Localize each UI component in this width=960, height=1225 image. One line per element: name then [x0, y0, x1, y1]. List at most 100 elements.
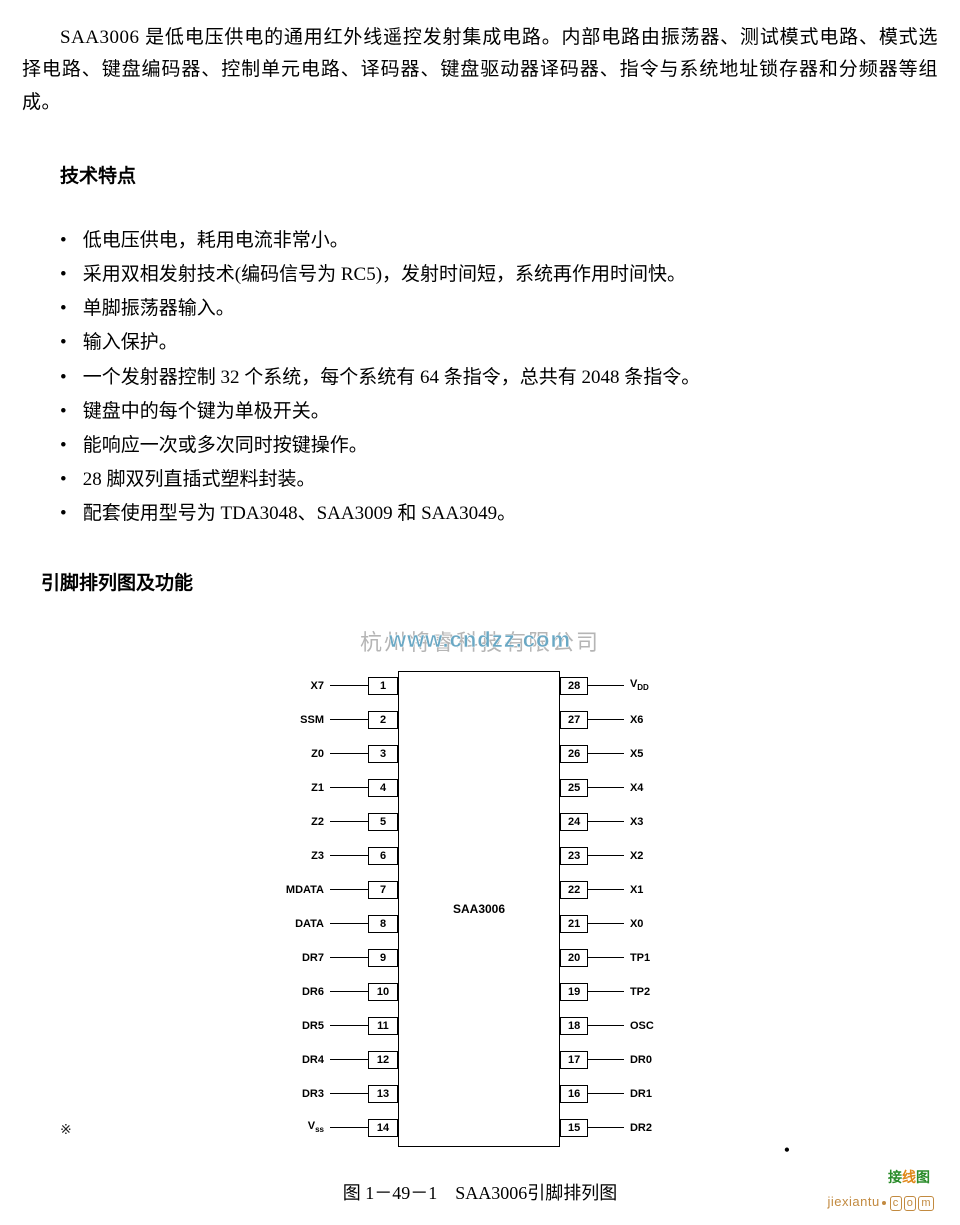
figure-caption: 图 1－49－1 SAA3006引脚排列图: [22, 1179, 938, 1205]
footer-brand-latin: jiexiantu com: [828, 1194, 935, 1211]
pinout-heading: 引脚排列图及功能: [22, 568, 938, 595]
pin-label: DR4: [276, 1054, 330, 1066]
pin-number: 9: [368, 949, 398, 967]
pin-right: 23 X2: [560, 845, 690, 867]
pin-left: SSM2: [270, 709, 398, 731]
features-list: 低电压供电，耗用电流非常小。 采用双相发射技术(编码信号为 RC5)，发射时间短…: [22, 224, 938, 532]
brand-char: 图: [916, 1169, 930, 1185]
pin-label: X5: [624, 748, 690, 760]
pin-left: Z36: [270, 845, 398, 867]
pin-number: 13: [368, 1085, 398, 1103]
pin-wire: [588, 1059, 624, 1061]
pin-wire: [330, 889, 368, 891]
pin-label: VDD: [624, 678, 690, 692]
brand-char: 线: [902, 1169, 916, 1185]
list-item: 单脚振荡器输入。: [83, 292, 938, 326]
pin-number: 24: [560, 813, 588, 831]
pin-label: Vss: [276, 1120, 330, 1134]
pin-label: TP2: [624, 986, 690, 998]
pin-wire: [330, 753, 368, 755]
brand-suffix: com: [890, 1196, 934, 1211]
pin-label: Z0: [276, 748, 330, 760]
intro-paragraph: SAA3006 是低电压供电的通用红外线遥控发射集成电路。内部电路由振荡器、测试…: [22, 22, 938, 119]
pin-number: 8: [368, 915, 398, 933]
list-item: 低电压供电，耗用电流非常小。: [83, 224, 938, 258]
pin-wire: [330, 685, 368, 687]
pin-wire: [588, 957, 624, 959]
pin-left: DR5 11: [270, 1015, 398, 1037]
pin-number: 12: [368, 1051, 398, 1069]
pin-wire: [330, 821, 368, 823]
pin-number: 4: [368, 779, 398, 797]
brand-char: 接: [888, 1169, 902, 1185]
pin-wire: [588, 1127, 624, 1129]
list-item: 一个发射器控制 32 个系统，每个系统有 64 条指令，总共有 2048 条指令…: [83, 361, 938, 395]
pin-wire: [330, 991, 368, 993]
pin-number: 3: [368, 745, 398, 763]
pin-label: X0: [624, 918, 690, 930]
pin-number: 23: [560, 847, 588, 865]
list-item: 能响应一次或多次同时按键操作。: [83, 429, 938, 463]
pin-left: DR3 13: [270, 1083, 398, 1105]
pin-left: MDATA7: [270, 879, 398, 901]
pin-label: DR0: [624, 1054, 690, 1066]
pin-number: 6: [368, 847, 398, 865]
pin-left: DR610: [270, 981, 398, 1003]
pin-right: 18OSC: [560, 1015, 690, 1037]
pin-left: DR4 12: [270, 1049, 398, 1071]
pin-label: DR5: [276, 1020, 330, 1032]
pin-right: 22X1: [560, 879, 690, 901]
pin-number: 11: [368, 1017, 398, 1035]
pin-label: X2: [624, 850, 690, 862]
pin-right: 16 DR1: [560, 1083, 690, 1105]
pin-wire: [330, 1059, 368, 1061]
pin-number: 14: [368, 1119, 398, 1137]
pin-right: 17 DR0: [560, 1049, 690, 1071]
pin-number: 21: [560, 915, 588, 933]
pin-wire: [330, 1127, 368, 1129]
small-glyph: ※: [60, 1122, 72, 1139]
pin-number: 20: [560, 949, 588, 967]
pin-right: 26 X5: [560, 743, 690, 765]
pin-label: MDATA: [276, 884, 330, 896]
pin-label: Z1: [276, 782, 330, 794]
pinout-diagram: SAA3006 X71SSM2Z03Z14Z25Z36MDATA7DATA8DR…: [270, 665, 690, 1153]
pin-number: 2: [368, 711, 398, 729]
list-item: 28 脚双列直插式塑料封装。: [83, 463, 938, 497]
brand-prefix: jiexiantu: [828, 1194, 880, 1209]
pin-left: Z0 3: [270, 743, 398, 765]
pin-label: X7: [276, 680, 330, 692]
pin-label: DR1: [624, 1088, 690, 1100]
pin-number: 17: [560, 1051, 588, 1069]
pin-number: 1: [368, 677, 398, 695]
pin-left: DR79: [270, 947, 398, 969]
pin-number: 27: [560, 711, 588, 729]
pin-left: Z1 4: [270, 777, 398, 799]
watermark-url: www.cndzz.com: [22, 627, 938, 653]
chip-body: SAA3006: [398, 671, 560, 1147]
pin-label: DR3: [276, 1088, 330, 1100]
pin-right: 27 X6: [560, 709, 690, 731]
pin-wire: [330, 719, 368, 721]
list-item: 配套使用型号为 TDA3048、SAA3009 和 SAA3049。: [83, 497, 938, 531]
pin-label: Z2: [276, 816, 330, 828]
pin-wire: [330, 787, 368, 789]
pin-wire: [588, 991, 624, 993]
pin-number: 22: [560, 881, 588, 899]
pin-number: 16: [560, 1085, 588, 1103]
pin-wire: [330, 1025, 368, 1027]
pin-right: 21 X0: [560, 913, 690, 935]
pin-number: 19: [560, 983, 588, 1001]
pin-label: OSC: [624, 1020, 690, 1032]
pin-number: 28: [560, 677, 588, 695]
pin-wire: [588, 1093, 624, 1095]
pin-wire: [588, 889, 624, 891]
pin-right: 19 TP2: [560, 981, 690, 1003]
pin-label: X6: [624, 714, 690, 726]
pin-wire: [588, 923, 624, 925]
pin-wire: [330, 923, 368, 925]
pin-label: TP1: [624, 952, 690, 964]
dot-icon: [882, 1201, 886, 1205]
pin-number: 26: [560, 745, 588, 763]
list-item: 采用双相发射技术(编码信号为 RC5)，发射时间短，系统再作用时间快。: [83, 258, 938, 292]
